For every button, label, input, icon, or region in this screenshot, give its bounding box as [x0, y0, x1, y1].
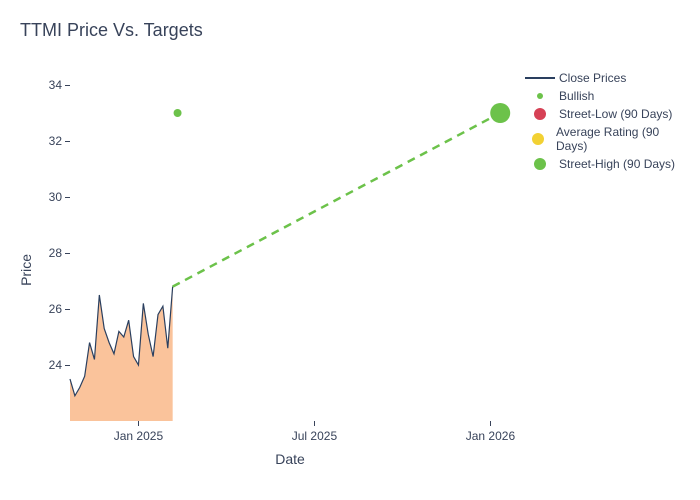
bullish-marker — [174, 109, 182, 117]
x-tick-label: Jul 2025 — [292, 429, 337, 443]
legend: Close Prices Bullish Street-Low (90 Days) A… — [525, 71, 680, 175]
legend-label: Close Prices — [559, 71, 626, 85]
legend-label: Street-Low (90 Days) — [559, 107, 672, 121]
x-tick-label: Jan 2025 — [114, 429, 163, 443]
legend-label: Bullish — [559, 89, 594, 103]
chart-container: TTMI Price Vs. Targets Price 24 26 28 30 32 3… — [0, 0, 700, 500]
legend-label: Street-High (90 Days) — [559, 157, 675, 171]
legend-item: Street-High (90 Days) — [525, 157, 680, 171]
legend-swatch — [525, 89, 555, 103]
y-tick-label: 30 — [49, 190, 62, 204]
legend-swatch — [525, 107, 555, 121]
y-tick-label: 26 — [49, 302, 62, 316]
y-axis-label: Price — [18, 254, 34, 286]
chart-title: TTMI Price Vs. Targets — [20, 20, 680, 41]
bullish-projection-line — [173, 113, 501, 287]
chart-area: Price 24 26 28 30 32 34 Jan 2025 Jul 2025 Jan 2… — [20, 61, 680, 481]
legend-swatch — [525, 71, 555, 85]
legend-item: Close Prices — [525, 71, 680, 85]
y-tick-label: 28 — [49, 246, 62, 260]
x-axis: Jan 2025Jul 2025Jan 2026 Date — [70, 421, 510, 461]
legend-label: Average Rating (90 Days) — [556, 125, 680, 153]
street-high-marker — [490, 103, 510, 123]
y-tick-label: 34 — [49, 78, 62, 92]
legend-swatch — [525, 157, 555, 171]
y-tick-label: 32 — [49, 134, 62, 148]
y-axis: Price 24 26 28 30 32 34 — [20, 71, 70, 421]
legend-item: Street-Low (90 Days) — [525, 107, 680, 121]
close-prices-area — [70, 287, 173, 421]
plot-area — [70, 71, 510, 421]
legend-item: Bullish — [525, 89, 680, 103]
legend-item: Average Rating (90 Days) — [525, 125, 680, 153]
y-tick-label: 24 — [49, 358, 62, 372]
x-tick-label: Jan 2026 — [466, 429, 515, 443]
x-axis-label: Date — [275, 451, 305, 467]
legend-swatch — [525, 132, 552, 146]
plot-svg — [70, 71, 510, 421]
